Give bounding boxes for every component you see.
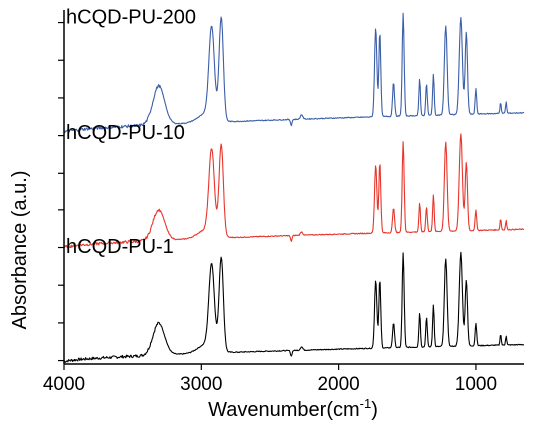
spectra-group <box>63 12 525 363</box>
series-label-hCQD-PU-200: hCQD-PU-200 <box>66 7 196 29</box>
series-label-hCQD-PU-1: hCQD-PU-1 <box>66 236 174 258</box>
series-label-hCQD-PU-10: hCQD-PU-10 <box>66 122 185 144</box>
x-axis-title: Wavenumber(cm-1) <box>208 396 378 421</box>
y-ticks <box>58 21 64 362</box>
x-tick-label: 3000 <box>180 374 222 395</box>
spectrum-line-hCQD-PU-10 <box>63 133 525 249</box>
x-tick-label: 4000 <box>43 374 85 395</box>
axes <box>63 10 524 365</box>
series-labels: hCQD-PU-1 hCQD-PU-10 hCQD-PU-200 <box>66 7 196 259</box>
spectrum-line-hCQD-PU-200 <box>63 12 525 134</box>
x-tick-label: 2000 <box>317 374 359 395</box>
spectrum-line-hCQD-PU-1 <box>63 251 525 363</box>
x-ticks: 4000 3000 2000 1000 <box>43 364 497 395</box>
x-tick-label: 1000 <box>455 374 497 395</box>
y-axis-title: Absorbance (a.u.) <box>9 171 31 330</box>
